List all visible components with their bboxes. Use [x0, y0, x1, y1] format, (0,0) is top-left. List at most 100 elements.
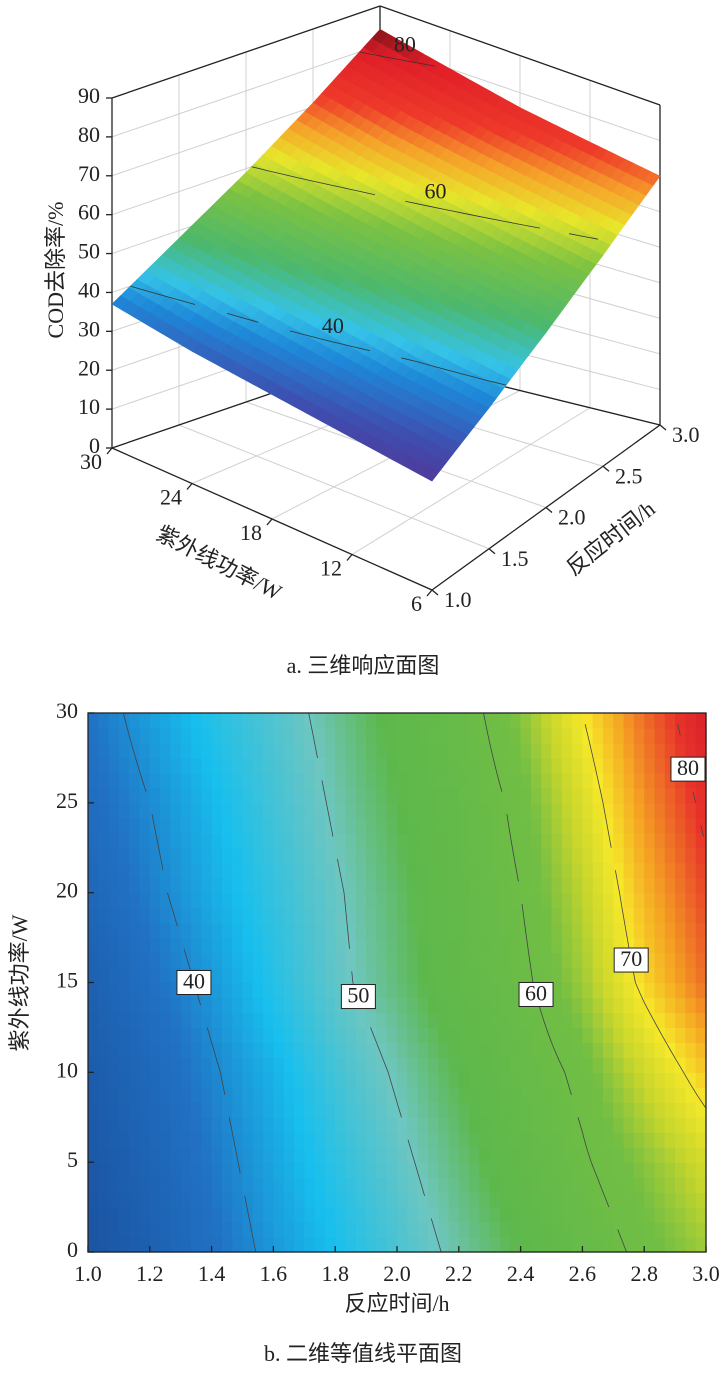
contour-cell	[221, 892, 233, 909]
contour-cell	[283, 922, 295, 939]
contour-cell	[561, 1057, 573, 1073]
contour-cell	[221, 1162, 233, 1178]
contour-cell	[551, 1027, 563, 1043]
contour-cell	[139, 922, 151, 939]
contour-cell	[479, 907, 491, 924]
contour-cell	[345, 1162, 357, 1178]
contour-cell	[118, 1147, 130, 1163]
contour-cell	[572, 922, 583, 939]
contour-cell	[386, 847, 398, 864]
contour-cell	[675, 1072, 686, 1088]
contour-cell	[633, 862, 645, 879]
contour-cell	[345, 757, 357, 774]
contour-cell	[232, 952, 244, 969]
contour-cell	[438, 997, 450, 1014]
contour-cell	[417, 1042, 429, 1058]
contour-cell	[314, 713, 326, 729]
contour-cell	[366, 967, 377, 984]
contour-cell	[355, 772, 367, 789]
contour-cell	[695, 967, 707, 984]
contour-cell	[458, 817, 470, 834]
contour-cell	[551, 982, 563, 999]
contour-cell	[664, 1012, 676, 1029]
contour-cell	[386, 787, 398, 804]
contour-cell	[603, 727, 614, 744]
contour-cell	[335, 787, 347, 804]
contour-cell	[479, 1027, 491, 1043]
contour-cell	[654, 787, 666, 804]
contour-cell	[675, 877, 686, 894]
contour-cell	[572, 1207, 583, 1223]
contour-cell	[160, 1102, 171, 1118]
contour-cell	[324, 1072, 336, 1088]
contour-cell	[479, 847, 491, 864]
contour-cell	[603, 1237, 614, 1253]
contour-cell	[180, 787, 192, 804]
contour-cell	[633, 1192, 645, 1208]
contour-cell	[129, 757, 141, 774]
contour-cell	[88, 787, 99, 804]
contour-cell	[489, 1102, 501, 1118]
contour-cell	[149, 713, 161, 729]
contour-cell	[283, 727, 295, 744]
contour-cell	[427, 862, 439, 879]
contour-cell	[191, 713, 202, 729]
contour-cell	[654, 1147, 666, 1163]
contour-cell	[324, 1042, 336, 1058]
contour-cell	[232, 787, 244, 804]
contour-cell	[118, 787, 130, 804]
contour-cell	[180, 1147, 192, 1163]
contour-cell	[149, 1222, 161, 1238]
contour-cell	[345, 862, 357, 879]
contour-cell	[603, 787, 614, 804]
contour-cell	[211, 1147, 223, 1163]
contour-cell	[180, 742, 192, 759]
contour-cell	[685, 922, 697, 939]
contour-cell	[98, 922, 110, 939]
contour-cell	[170, 1237, 182, 1253]
contour-cell	[654, 1222, 666, 1238]
contour-cell	[252, 787, 264, 804]
contour-cell	[283, 967, 295, 984]
contour-cell	[407, 832, 419, 849]
contour-cell	[180, 802, 192, 819]
contour-cell	[572, 713, 583, 729]
z-tick-label: 60	[78, 200, 100, 225]
contour-cell	[664, 772, 676, 789]
contour-cell	[232, 1207, 244, 1223]
contour-cell	[263, 967, 274, 984]
contour-cell	[551, 1117, 563, 1133]
contour-cell	[613, 997, 625, 1014]
contour-cell	[448, 772, 460, 789]
contour-cell	[644, 802, 656, 819]
contour-cell	[469, 892, 480, 909]
contour-cell	[510, 1117, 522, 1133]
contour-cell	[324, 1147, 336, 1163]
contour-cell	[633, 817, 645, 834]
contour-cell	[510, 713, 522, 729]
contour-cell	[324, 787, 336, 804]
contour-cell	[304, 892, 316, 909]
contour-cell	[118, 922, 130, 939]
contour-cell	[355, 937, 367, 954]
contour-cell	[314, 1072, 326, 1088]
contour-cell	[160, 713, 171, 729]
contour-cell	[644, 847, 656, 864]
contour-cell	[355, 847, 367, 864]
contour-cell	[438, 1057, 450, 1073]
contour-cell	[139, 1027, 151, 1043]
contour-cell	[294, 1147, 305, 1163]
contour-cell	[510, 1237, 522, 1253]
contour-cell	[263, 1177, 274, 1193]
contour-cell	[108, 877, 120, 894]
contour-cell	[438, 802, 450, 819]
contour-cell	[211, 817, 223, 834]
contour-cell	[345, 1132, 357, 1148]
contour-cell	[520, 817, 532, 834]
contour-cell	[180, 937, 192, 954]
contour-cell	[469, 877, 480, 894]
contour-cell	[479, 877, 491, 894]
contour-cell	[438, 1192, 450, 1208]
contour-cell	[386, 1192, 398, 1208]
